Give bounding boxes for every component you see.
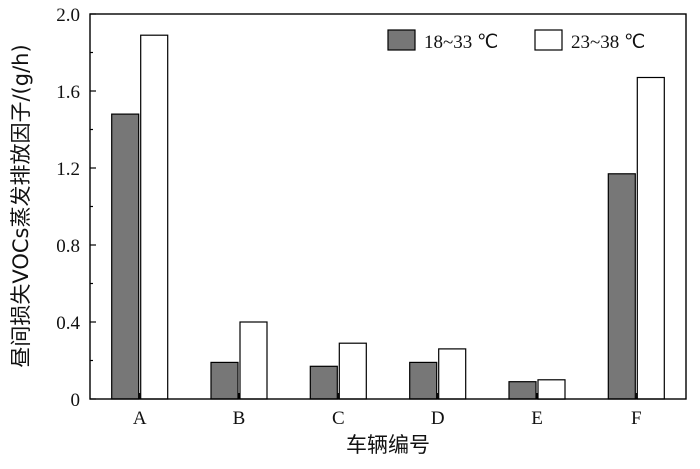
x-tick-label: F [631,408,642,429]
y-axis-label: 昼间损失VOCs蒸发排放因子/(g/h) [9,44,33,367]
bar-e-series-2 [537,379,566,400]
bar-d-series-2 [438,348,467,400]
legend-swatch-series-1 [387,29,416,51]
y-tick-label: 0.4 [56,313,80,334]
bar-a-series-1 [111,113,140,400]
x-axis-label: 车辆编号 [346,433,430,457]
bar-f-series-1 [607,173,636,400]
legend-swatch-series-2 [534,29,563,51]
legend: 18~33 ℃ 23~38 ℃ [387,29,645,53]
bar-d-series-1 [409,361,438,400]
bar-b-series-2 [239,321,268,400]
axes-layer [89,13,687,400]
bar-b-series-1 [210,361,239,400]
bar-a-series-2 [140,34,169,400]
y-tick-label: 1.2 [56,159,80,180]
legend-label-series-1: 18~33 ℃ [424,32,498,53]
bar-c-series-1 [309,365,338,400]
ticks-layer: A B C D E F 0 0.4 0.8 1.2 1.6 2.0 [56,5,641,429]
legend-label-series-2: 23~38 ℃ [571,32,645,53]
x-tick-label: A [133,408,147,429]
y-tick-label: 1.6 [56,82,80,103]
x-tick-label: D [431,408,445,429]
y-tick-label: 0.8 [56,236,80,257]
x-tick-label: B [233,408,246,429]
bars-layer [111,34,665,400]
x-tick-label: E [531,408,543,429]
bar-f-series-2 [636,76,665,400]
x-tick-label: C [332,408,345,429]
plot-frame [89,13,687,400]
bar-e-series-1 [508,381,537,400]
y-tick-label: 0 [71,390,81,411]
y-tick-label: 2.0 [56,5,80,26]
bar-c-series-2 [338,342,367,400]
